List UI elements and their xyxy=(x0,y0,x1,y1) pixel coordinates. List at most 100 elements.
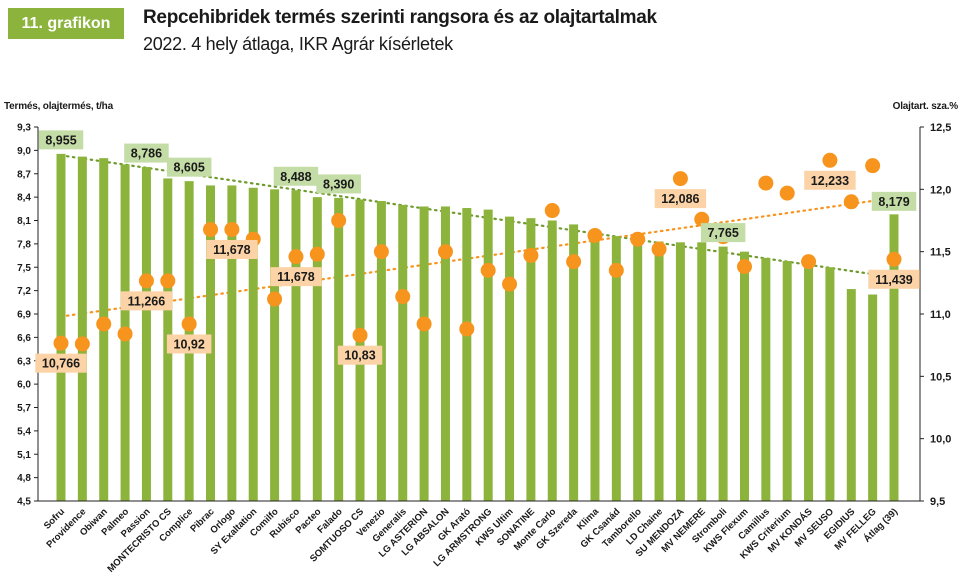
left-tick-label: 6,3 xyxy=(17,356,31,367)
oil-data-label-bg xyxy=(337,345,383,365)
oil-data-label-text: 11,266 xyxy=(128,294,166,308)
right-tick-label: 10,5 xyxy=(930,371,951,383)
left-tick-label: 8,1 xyxy=(17,216,31,227)
oil-data-label-text: 12,233 xyxy=(811,174,849,188)
yield-bar xyxy=(526,218,536,501)
oil-data-label-bg xyxy=(120,291,173,311)
oil-dot xyxy=(758,175,774,191)
yield-bar xyxy=(462,208,472,502)
chart-title: Repcehibridek termés szerinti rangsora é… xyxy=(143,7,657,28)
yield-bar xyxy=(611,236,621,502)
oil-dot xyxy=(395,289,411,305)
yield-bar xyxy=(440,206,450,501)
oil-dot xyxy=(459,321,475,337)
oil-dot xyxy=(502,276,518,292)
left-tick-label: 8,4 xyxy=(17,193,31,204)
left-tick-label: 7,2 xyxy=(17,286,31,297)
left-tick-label: 6,6 xyxy=(17,333,31,344)
oil-data-label: 11,678 xyxy=(270,267,322,287)
oil-dot xyxy=(523,247,539,263)
yield-bar xyxy=(633,237,643,501)
yield-data-label: 8,390 xyxy=(316,174,361,194)
oil-dot xyxy=(886,251,902,267)
oil-data-label: 10,92 xyxy=(166,334,212,354)
yield-bar xyxy=(56,153,66,501)
oil-dot xyxy=(865,158,881,174)
oil-dot xyxy=(544,203,560,219)
oil-dot xyxy=(608,262,624,278)
left-axis-label: Termés, olajtermés, t/ha xyxy=(4,101,113,112)
oil-dot xyxy=(352,327,368,343)
left-tick-label: 5,7 xyxy=(17,403,31,414)
oil-dot xyxy=(331,213,347,228)
oil-data-label: 10,766 xyxy=(35,353,87,373)
yield-bar xyxy=(227,185,237,501)
left-tick-label: 4,5 xyxy=(17,497,31,508)
oil-data-label-bg xyxy=(206,239,258,259)
yield-data-label-bg xyxy=(871,191,917,211)
oil-dot xyxy=(801,254,817,270)
yield-bar xyxy=(77,156,87,501)
oil-data-label-text: 10,92 xyxy=(174,337,205,351)
oil-dot xyxy=(630,231,646,247)
yield-bar xyxy=(718,246,728,501)
right-tick-label: 12,0 xyxy=(930,184,951,196)
left-tick-label: 5,1 xyxy=(17,450,31,461)
oil-data-label: 11,439 xyxy=(868,269,920,289)
yield-bar xyxy=(697,242,707,502)
yield-bar xyxy=(868,294,878,501)
yield-bar xyxy=(248,187,258,501)
yield-bar xyxy=(654,241,664,501)
data-labels: 8,955 8,786 8,605 8,488 8,390 7,765 8,179 10,76… xyxy=(35,130,920,373)
yield-bar xyxy=(761,257,771,501)
oil-dot xyxy=(651,241,667,257)
yield-data-label-bg xyxy=(124,143,169,163)
yield-bar xyxy=(889,214,899,501)
oil-data-label-text: 11,439 xyxy=(875,273,913,287)
oil-trendline xyxy=(59,196,896,318)
oil-dot xyxy=(587,227,603,243)
oil-dot xyxy=(203,221,219,237)
oil-dot xyxy=(416,316,432,332)
yield-data-label: 8,955 xyxy=(38,130,84,150)
left-tick-label: 7,5 xyxy=(17,263,31,274)
yield-data-label-bg xyxy=(273,166,319,186)
yield-data-label: 8,179 xyxy=(871,191,917,211)
yield-bar xyxy=(270,189,280,502)
yield-data-label: 8,605 xyxy=(166,157,212,177)
oil-dot xyxy=(181,316,197,332)
yield-bar xyxy=(547,220,557,501)
oil-dot xyxy=(779,185,795,201)
left-tick-label: 4,8 xyxy=(17,473,31,484)
yield-bar xyxy=(825,267,835,501)
yield-bar xyxy=(590,234,600,501)
oil-data-label: 10,83 xyxy=(337,345,383,365)
left-tick-label: 5,4 xyxy=(17,426,31,437)
yield-data-label-text: 8,390 xyxy=(323,177,354,191)
yield-bar xyxy=(312,197,322,501)
left-tick-label: 8,7 xyxy=(17,169,31,180)
oil-data-label-bg xyxy=(868,269,920,289)
right-tick-label: 11,5 xyxy=(930,247,951,259)
oil-dot xyxy=(672,171,688,187)
left-tick-label: 9,3 xyxy=(17,123,31,134)
oil-dot xyxy=(117,326,133,342)
oil-dot xyxy=(160,273,176,289)
yield-data-label-text: 7,765 xyxy=(707,226,738,240)
oil-data-label-text: 10,766 xyxy=(42,357,80,371)
left-tick-label: 7,8 xyxy=(17,239,31,250)
yield-bar xyxy=(569,224,579,502)
yield-bar xyxy=(782,261,792,501)
oil-dot xyxy=(224,221,240,237)
oil-dot xyxy=(267,291,283,307)
oil-dot xyxy=(288,249,304,265)
oil-dot xyxy=(736,259,752,275)
right-axis-label: Olajtart. sza.% xyxy=(892,101,959,112)
yield-bar xyxy=(505,216,515,501)
yield-data-label-bg xyxy=(316,174,361,194)
yield-data-label-text: 8,786 xyxy=(131,147,162,161)
yield-data-label-bg xyxy=(38,130,84,150)
yield-data-label: 8,786 xyxy=(124,143,169,163)
oil-dot xyxy=(96,316,112,332)
